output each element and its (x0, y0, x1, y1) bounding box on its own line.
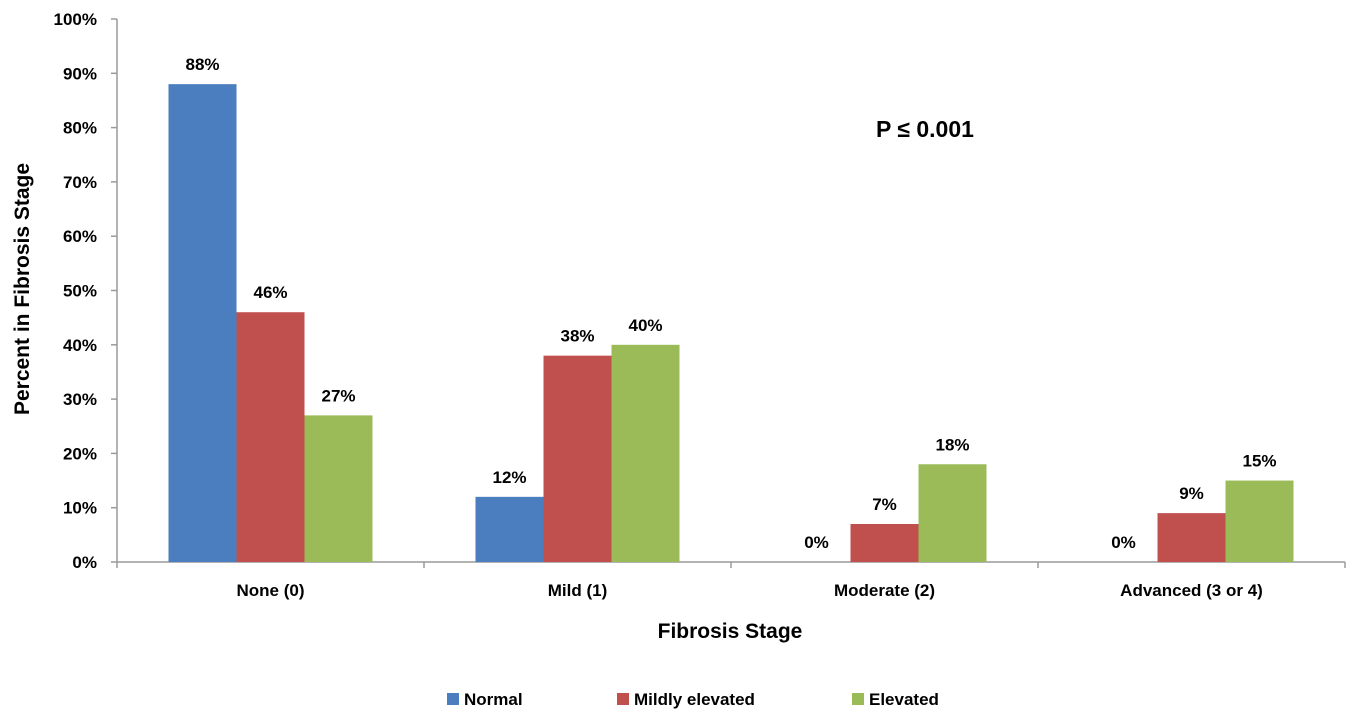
data-label: 88% (185, 55, 219, 74)
bar (1225, 480, 1294, 562)
data-label: 0% (804, 533, 829, 552)
bar (475, 496, 544, 562)
legend-label: Elevated (869, 690, 939, 709)
y-tick-label: 40% (63, 336, 97, 355)
bars (168, 84, 1294, 562)
y-tick-label: 80% (63, 119, 97, 138)
data-label: 18% (935, 435, 969, 454)
data-label: 46% (253, 283, 287, 302)
x-axis-title: Fibrosis Stage (658, 620, 803, 643)
data-label: 12% (492, 468, 526, 487)
bar (850, 523, 919, 562)
y-tick-label: 50% (63, 282, 97, 301)
legend-swatch (852, 693, 864, 705)
legend-swatch (617, 693, 629, 705)
bar (543, 355, 612, 562)
y-tick-label: 60% (63, 227, 97, 246)
data-label: 27% (321, 386, 355, 405)
legend-swatch (447, 693, 459, 705)
legend-label: Normal (464, 690, 523, 709)
y-tick-label: 100% (54, 10, 97, 29)
data-label: 38% (560, 327, 594, 346)
legend: Normal Mildly elevated Elevated (447, 690, 939, 709)
bar (918, 464, 987, 562)
x-tick-label: Mild (1) (548, 581, 608, 600)
y-tick-label: 0% (72, 553, 97, 572)
data-labels: 88% 12% 0% 0% 46% 38% 7% 9% 27% 40% 18% 15% (185, 55, 1276, 552)
bar (1157, 513, 1226, 562)
y-tick-label: 70% (63, 173, 97, 192)
data-label: 7% (872, 495, 897, 514)
y-tick-label: 90% (63, 64, 97, 83)
x-tick-label: None (0) (237, 581, 305, 600)
bar (304, 415, 373, 562)
data-label: 9% (1179, 484, 1204, 503)
bar (611, 344, 680, 562)
axes: 0% 10% 20% 30% 40% 50% 60% 70% 80% 90% 100% None (0… (54, 10, 1346, 600)
data-label: 15% (1242, 452, 1276, 471)
data-label: 0% (1111, 533, 1136, 552)
legend-label: Mildly elevated (634, 690, 755, 709)
x-tick-label: Moderate (2) (834, 581, 935, 600)
bar (168, 84, 237, 562)
x-tick-label: Advanced (3 or 4) (1120, 581, 1263, 600)
p-value-annotation: P ≤ 0.001 (876, 116, 974, 142)
bar (236, 312, 305, 562)
data-label: 40% (628, 316, 662, 335)
y-axis-title: Percent in Fibrosis Stage (11, 163, 34, 415)
y-tick-label: 20% (63, 444, 97, 463)
y-tick-label: 30% (63, 390, 97, 409)
y-tick-label: 10% (63, 499, 97, 518)
